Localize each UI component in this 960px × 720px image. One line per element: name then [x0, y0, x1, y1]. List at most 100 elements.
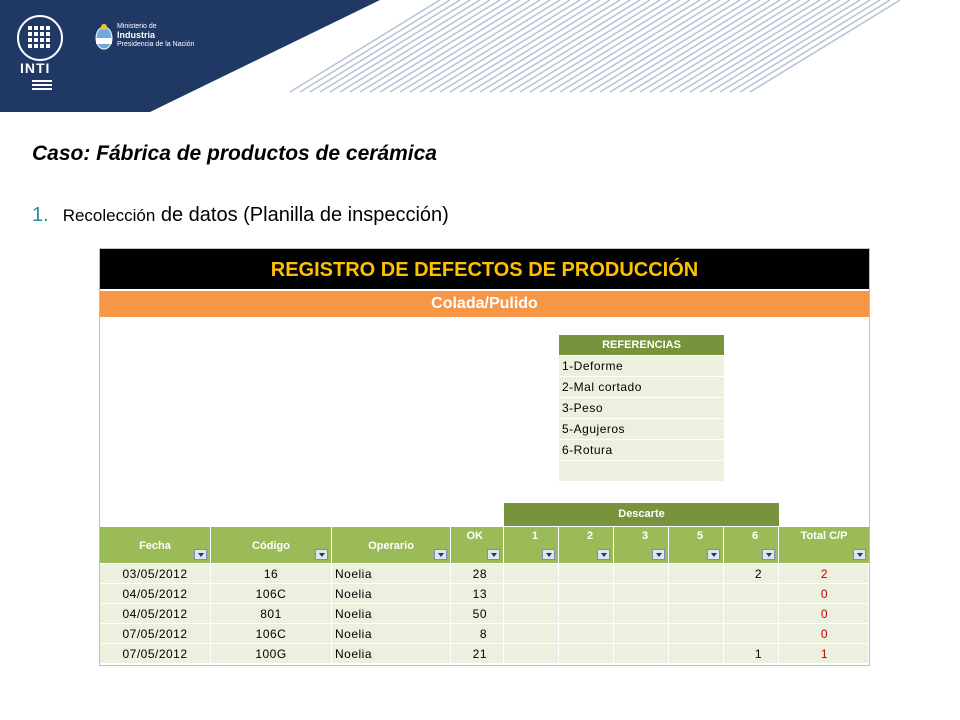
- cell-defect-2[interactable]: [559, 624, 614, 644]
- step-small-text: Recolección: [62, 206, 156, 225]
- column-header-defect-1[interactable]: 1: [504, 527, 559, 563]
- column-header-codigo[interactable]: Código: [211, 527, 332, 563]
- inti-logo-icon: [16, 14, 70, 104]
- cell-defect-1[interactable]: [504, 564, 559, 584]
- cell-ok[interactable]: 8: [451, 624, 504, 644]
- cell-total[interactable]: 2: [779, 564, 869, 584]
- ministry-line3: Presidencia de la Nación: [117, 41, 195, 48]
- cell-defect-3[interactable]: [614, 564, 669, 584]
- cell-defect-5[interactable]: [669, 564, 724, 584]
- cell-defect-6[interactable]: [724, 584, 779, 604]
- filter-dropdown-icon[interactable]: [652, 549, 665, 560]
- reference-item: 6-Rotura: [559, 439, 724, 460]
- cell-codigo[interactable]: 106C: [211, 584, 332, 604]
- cell-operario[interactable]: Noelia: [332, 624, 451, 644]
- ministry-label: Ministerio de Industria Presidencia de l…: [117, 22, 194, 49]
- cell-defect-2[interactable]: [559, 584, 614, 604]
- step-number: 1.: [32, 204, 49, 226]
- inspection-sheet: REGISTRO DE DEFECTOS DE PRODUCCIÓN Colad…: [99, 248, 870, 666]
- cell-defect-3[interactable]: [614, 644, 669, 664]
- cell-codigo[interactable]: 100G: [211, 644, 332, 664]
- column-header-label: 3: [642, 530, 649, 542]
- column-header-label: 2: [587, 530, 594, 542]
- cell-defect-5[interactable]: [669, 584, 724, 604]
- reference-item: 5-Agujeros: [559, 418, 724, 439]
- cell-operario[interactable]: Noelia: [332, 564, 451, 584]
- cell-defect-3[interactable]: [614, 604, 669, 624]
- ministry-line2: Industria: [117, 30, 156, 40]
- filter-dropdown-icon[interactable]: [542, 549, 555, 560]
- filter-dropdown-icon[interactable]: [434, 549, 447, 560]
- filter-dropdown-icon[interactable]: [487, 549, 500, 560]
- cell-fecha[interactable]: 04/05/2012: [100, 584, 211, 604]
- ministry-line1: Ministerio de: [117, 23, 157, 30]
- column-header-label: Operario: [368, 540, 414, 552]
- cell-defect-5[interactable]: [669, 604, 724, 624]
- cell-operario[interactable]: Noelia: [332, 604, 451, 624]
- column-header-label: Fecha: [139, 540, 171, 552]
- column-header-label: OK: [466, 530, 484, 542]
- cell-defect-1[interactable]: [504, 584, 559, 604]
- cell-codigo[interactable]: 106C: [211, 624, 332, 644]
- cell-fecha[interactable]: 03/05/2012: [100, 564, 211, 584]
- cell-codigo[interactable]: 16: [211, 564, 332, 584]
- cell-ok[interactable]: 28: [451, 564, 504, 584]
- cell-total[interactable]: 0: [779, 584, 869, 604]
- cell-fecha[interactable]: 07/05/2012: [100, 644, 211, 664]
- ministry-seal-icon: [94, 22, 114, 52]
- column-header-defect-5[interactable]: 5: [669, 527, 724, 563]
- cell-defect-2[interactable]: [559, 564, 614, 584]
- inti-logo-text: INTI: [20, 60, 51, 76]
- cell-defect-1[interactable]: [504, 624, 559, 644]
- cell-defect-5[interactable]: [669, 644, 724, 664]
- sheet-subtitle: Colada/Pulido: [100, 291, 869, 317]
- step-text: de datos (Planilla de inspección): [160, 204, 449, 226]
- filter-dropdown-icon[interactable]: [315, 549, 328, 560]
- reference-item: 3-Peso: [559, 397, 724, 418]
- cell-operario[interactable]: Noelia: [332, 584, 451, 604]
- filter-dropdown-icon[interactable]: [597, 549, 610, 560]
- reference-item: 1-Deforme: [559, 355, 724, 376]
- cell-codigo[interactable]: 801: [211, 604, 332, 624]
- cell-total[interactable]: 1: [779, 644, 869, 664]
- filter-dropdown-icon[interactable]: [707, 549, 720, 560]
- cell-defect-2[interactable]: [559, 604, 614, 624]
- sheet-title: REGISTRO DE DEFECTOS DE PRODUCCIÓN: [100, 249, 869, 289]
- cell-defect-1[interactable]: [504, 644, 559, 664]
- cell-fecha[interactable]: 07/05/2012: [100, 624, 211, 644]
- cell-ok[interactable]: 13: [451, 584, 504, 604]
- cell-total[interactable]: 0: [779, 604, 869, 624]
- column-header-defect-3[interactable]: 3: [614, 527, 669, 563]
- descarte-group-header: Descarte: [504, 503, 779, 526]
- cell-defect-2[interactable]: [559, 644, 614, 664]
- cell-ok[interactable]: 50: [451, 604, 504, 624]
- cell-defect-6[interactable]: 2: [724, 564, 779, 584]
- cell-total[interactable]: 0: [779, 624, 869, 644]
- step-item: 1. Recolección de datos (Planilla de insp…: [32, 204, 449, 227]
- cell-operario[interactable]: Noelia: [332, 644, 451, 664]
- references-heading: REFERENCIAS: [559, 335, 724, 355]
- column-header-label: 1: [532, 530, 539, 542]
- case-title: Caso: Fábrica de productos de cerámica: [32, 142, 437, 165]
- reference-item: [559, 460, 724, 481]
- column-header-ok[interactable]: OK: [451, 527, 504, 563]
- column-header-label: 5: [697, 530, 704, 542]
- cell-defect-6[interactable]: 1: [724, 644, 779, 664]
- cell-defect-6[interactable]: [724, 624, 779, 644]
- column-header-total[interactable]: Total C/P: [779, 527, 869, 563]
- column-header-defect-6[interactable]: 6: [724, 527, 779, 563]
- cell-ok[interactable]: 21: [451, 644, 504, 664]
- cell-defect-1[interactable]: [504, 604, 559, 624]
- filter-dropdown-icon[interactable]: [853, 549, 866, 560]
- filter-dropdown-icon[interactable]: [194, 549, 207, 560]
- cell-fecha[interactable]: 04/05/2012: [100, 604, 211, 624]
- cell-defect-3[interactable]: [614, 584, 669, 604]
- column-header-fecha[interactable]: Fecha: [100, 527, 211, 563]
- cell-defect-5[interactable]: [669, 624, 724, 644]
- column-header-label: 6: [752, 530, 759, 542]
- filter-dropdown-icon[interactable]: [762, 549, 775, 560]
- cell-defect-3[interactable]: [614, 624, 669, 644]
- column-header-defect-2[interactable]: 2: [559, 527, 614, 563]
- cell-defect-6[interactable]: [724, 604, 779, 624]
- column-header-operario[interactable]: Operario: [332, 527, 451, 563]
